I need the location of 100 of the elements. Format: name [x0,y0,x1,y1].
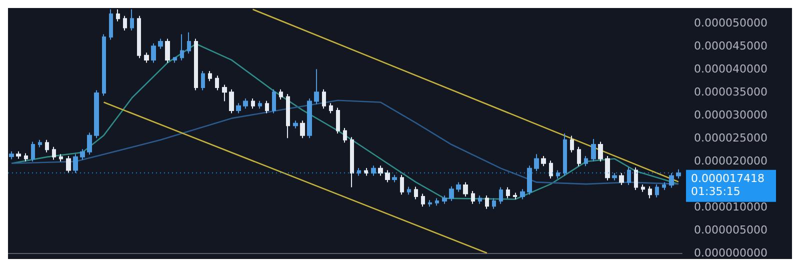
candlestick [648,186,652,199]
candlestick [534,154,539,172]
candlestick [194,38,198,91]
candlestick [173,56,177,64]
candlestick [414,186,418,200]
y-tick-label: 0.000000000 [694,246,768,260]
candlestick [243,98,248,110]
y-tick-label: 0.000035000 [694,86,768,99]
candlestick [662,182,666,191]
candlestick [371,165,376,176]
candlestick [94,90,99,139]
candlestick [109,8,113,40]
candlestick [116,8,120,22]
y-tick-label: 0.000050000 [694,16,768,30]
y-tick-label: 0.000010000 [694,200,768,214]
candlestick [329,102,333,114]
candlestick [619,172,624,186]
candlestick [343,127,347,144]
candlestick [392,174,397,183]
candlestick [378,165,383,176]
candlestick [215,75,219,91]
candlestick [428,200,432,208]
candlestick [336,107,340,134]
candlestick [577,146,581,167]
candlestick [24,152,28,162]
candlestick [66,156,71,174]
candlestick [527,165,532,196]
candlestick [556,170,560,180]
candlestick [549,160,553,180]
candlestick [102,34,106,96]
candlestick [591,138,596,162]
candlestick [407,186,411,196]
candlestick [87,132,92,156]
candlestick [449,186,454,202]
y-tick-label: 0.000045000 [694,40,768,53]
candlestick [180,34,184,61]
candlestick [293,120,298,129]
candlestick [31,141,35,162]
candlestick [151,42,156,64]
y-tick-label: 0.000025000 [694,132,768,145]
candlestick [279,88,283,100]
candlestick [612,172,617,181]
candlestick [258,100,262,110]
candlestick [144,52,149,64]
candlestick [9,150,14,160]
candlestick [38,139,42,148]
candlestick [421,193,425,208]
candlestick [634,167,638,191]
candlestick [513,192,517,200]
candlestick [506,186,510,199]
candlestick [16,150,21,160]
candlestick [300,120,305,139]
candlestick [80,148,85,160]
candlestick [364,167,368,176]
candlestick [59,154,63,162]
text: 01:35:15 [691,184,740,198]
candlestick [265,100,269,114]
candlestick [492,198,496,210]
candlestick [655,184,659,198]
candlestick [471,190,475,204]
candlestick [73,154,78,174]
candlestick [598,141,603,162]
ref-line-label: 0.000017418 [691,172,764,185]
candlestick [307,98,312,139]
candlestick [485,195,489,210]
y-tick-label: 0.000020000 [694,154,768,168]
candlestick [463,182,468,197]
candlestick [165,38,170,64]
candlestick [627,167,631,186]
candlestick [676,168,681,180]
y-tick-label: 0.000005000 [694,224,768,237]
candlestick [520,188,525,200]
candlestick [208,70,212,82]
line-series [10,100,680,185]
candlestick [45,139,49,153]
candlestick [187,32,191,54]
candlestick [641,184,645,192]
candlestick [605,156,610,181]
candlestick [137,15,141,59]
candlestick [541,156,546,167]
candlestick [286,93,290,139]
candlestick [669,172,674,188]
candlestick [584,156,588,167]
candlestick [570,135,574,153]
candlestick [400,174,404,196]
candlestick [52,146,56,160]
candlestick [357,167,361,176]
candlestick [442,195,447,204]
candlestick [123,15,127,32]
y-tick-label: 0.000030000 [694,108,768,122]
candlestick [272,88,276,114]
candlestick [314,68,319,105]
candlestick [322,88,326,110]
candlestick [130,8,134,32]
candlestick [478,195,482,204]
candlestick [158,38,163,50]
candlestick [499,186,503,204]
candlestick [222,84,227,102]
candlestick [251,98,255,110]
candlestick [456,182,461,192]
